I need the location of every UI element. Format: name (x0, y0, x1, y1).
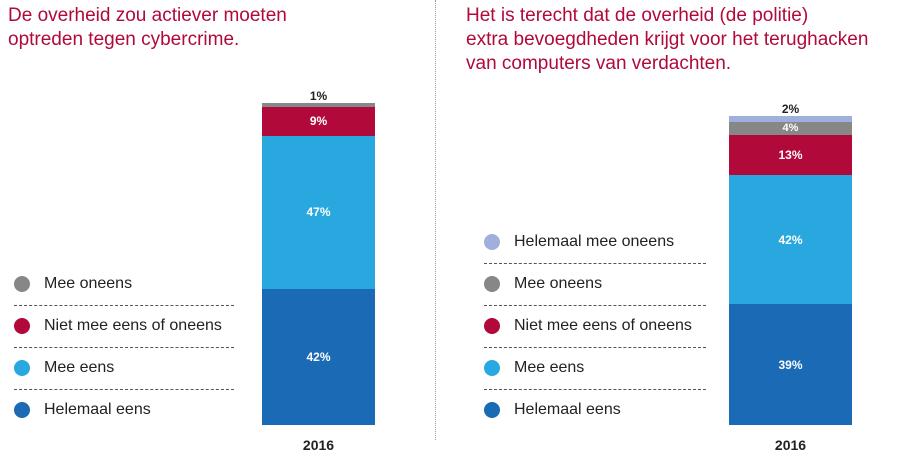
legend-item: Mee oneens (484, 273, 602, 295)
legend-dot-icon (14, 276, 30, 292)
legend-separator (14, 389, 234, 390)
bar-segment: 39% (729, 304, 852, 425)
legend-separator (484, 347, 706, 348)
legend-dot-icon (484, 234, 500, 250)
legend-separator (484, 305, 706, 306)
chart-2-title: Het is terecht dat de overheid (de polit… (466, 5, 869, 74)
bar-segment (262, 103, 375, 107)
legend-label: Helemaal eens (514, 401, 621, 418)
legend-item: Mee eens (484, 357, 584, 379)
legend-item: Niet mee eens of oneens (484, 315, 692, 337)
legend-item: Niet mee eens of oneens (14, 315, 222, 337)
bar-segment: 42% (262, 288, 375, 425)
legend-label: Niet mee eens of oneens (44, 317, 222, 334)
legend-label: Helemaal eens (44, 401, 151, 418)
legend-dot-icon (484, 318, 500, 334)
data-label: 2% (781, 102, 800, 116)
legend-dot-icon (14, 318, 30, 334)
x-tick-label: 2016 (774, 437, 807, 453)
legend-dot-icon (484, 276, 500, 292)
legend-dot-icon (484, 402, 500, 418)
divider (435, 0, 436, 440)
bar-segment: 47% (262, 135, 375, 289)
legend-separator (484, 389, 706, 390)
bar-segment: 13% (729, 134, 852, 175)
legend-dot-icon (484, 360, 500, 376)
legend-label: Helemaal mee oneens (514, 233, 675, 250)
bar-segment (729, 116, 852, 123)
legend-separator (484, 263, 706, 264)
legend-label: Mee oneens (514, 275, 603, 292)
legend-dot-icon (14, 360, 30, 376)
x-tick-label: 2016 (302, 437, 335, 453)
legend-item: Helemaal eens (14, 399, 151, 421)
legend-dot-icon (14, 402, 30, 418)
legend-separator (14, 347, 234, 348)
legend-separator (14, 305, 234, 306)
legend-label: Mee eens (44, 359, 115, 376)
legend-item: Mee eens (14, 357, 114, 379)
legend-item: Helemaal eens (484, 399, 621, 421)
legend-item: Helemaal mee oneens (484, 231, 674, 253)
bar-segment: 9% (262, 106, 375, 136)
legend-label: Mee oneens (44, 275, 133, 292)
bar-segment: 42% (729, 174, 852, 305)
legend-label: Mee eens (514, 359, 585, 376)
bar-segment: 4% (729, 122, 852, 135)
legend-label: Niet mee eens of oneens (514, 317, 692, 334)
legend-item: Mee oneens (14, 273, 132, 295)
chart-1-title: De overheid zou actiever moeten optreden… (8, 5, 287, 50)
data-label: 1% (309, 89, 328, 104)
